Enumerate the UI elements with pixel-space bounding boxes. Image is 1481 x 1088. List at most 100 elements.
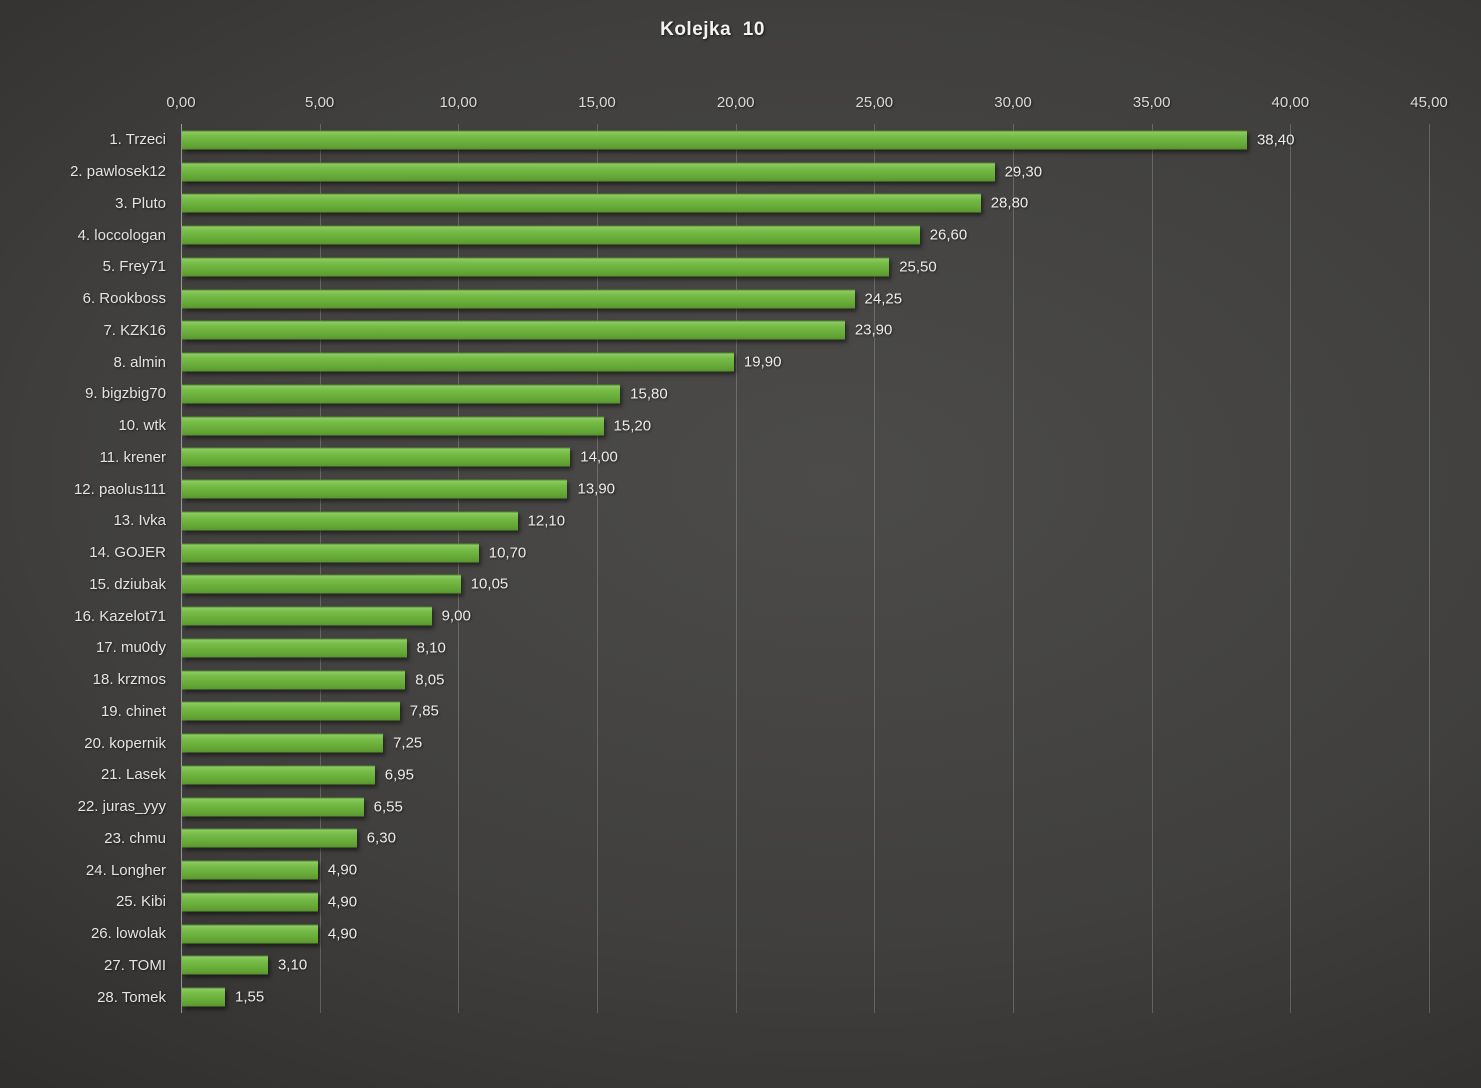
plot-area: 38,40 29,30 28,80 26,60 25,50 24,25 23,90 19,90… — [181, 124, 1430, 1013]
value-label: 10,70 — [488, 544, 527, 562]
category-label: 12. paolus111 — [73, 480, 166, 498]
x-tick-label: 0,00 — [166, 94, 196, 111]
category-label: 3. Pluto — [115, 194, 166, 212]
category-label: 24. Longher — [85, 861, 166, 879]
bar — [182, 765, 375, 785]
bar — [182, 320, 845, 340]
value-label: 28,80 — [990, 194, 1029, 212]
chart-row: 8,05 — [181, 664, 1429, 696]
bar — [182, 797, 364, 817]
chart-row: 25,50 — [181, 251, 1429, 283]
chart-row: 12,10 — [181, 505, 1429, 537]
gridline — [1429, 124, 1430, 1013]
category-label: 19. chinet — [100, 702, 166, 720]
chart-row: 10,05 — [181, 569, 1429, 601]
bar — [182, 543, 479, 563]
value-label: 4,90 — [327, 861, 358, 879]
chart-row: 7,85 — [181, 696, 1429, 728]
category-label: 18. krzmos — [92, 671, 166, 689]
category-label: 6. Rookboss — [82, 290, 166, 308]
value-label: 6,30 — [366, 829, 396, 847]
category-label: 21. Lasek — [100, 766, 166, 784]
bar — [182, 670, 406, 690]
chart-row: 15,20 — [181, 410, 1429, 442]
value-label: 8,10 — [416, 639, 446, 657]
bar — [182, 606, 432, 626]
chart-row: 8,10 — [181, 632, 1429, 664]
category-label: 20. kopernik — [84, 734, 166, 752]
bar — [182, 733, 384, 753]
bar — [182, 987, 225, 1007]
chart-row: 13,90 — [181, 473, 1429, 505]
bar — [182, 193, 981, 213]
bar — [182, 352, 734, 372]
gridline — [1013, 124, 1014, 1013]
gridline — [458, 124, 460, 1013]
bar — [182, 955, 268, 975]
category-label: 17. mu0dy — [95, 639, 166, 657]
category-label: 26. lowolak — [90, 925, 166, 943]
value-label: 26,60 — [929, 226, 968, 244]
value-label: 14,00 — [580, 448, 618, 466]
bar — [182, 289, 855, 309]
value-label: 9,00 — [441, 607, 471, 625]
gridline — [1151, 124, 1153, 1013]
chart-row: 29,30 — [181, 156, 1429, 188]
bar — [182, 225, 920, 245]
value-label: 7,85 — [409, 702, 439, 720]
value-label: 7,25 — [393, 734, 423, 752]
y-axis-line — [181, 124, 182, 1013]
bar — [182, 384, 621, 404]
bar — [182, 416, 604, 436]
bar — [182, 162, 995, 182]
value-label: 6,55 — [373, 798, 403, 816]
bar — [182, 511, 518, 531]
chart-row: 6,30 — [181, 823, 1429, 855]
category-label: 23. chmu — [104, 829, 166, 847]
gridline — [735, 124, 737, 1013]
value-label: 25,50 — [899, 258, 937, 276]
chart-title: Kolejka 10 — [660, 19, 765, 40]
value-label: 15,20 — [613, 417, 652, 435]
value-label: 3,10 — [277, 956, 308, 974]
gridline — [319, 124, 321, 1013]
gridline — [874, 124, 876, 1013]
category-label: 14. GOJER — [89, 544, 166, 562]
bar — [182, 447, 571, 467]
value-label: 8,05 — [415, 671, 445, 689]
category-label: 27. TOMI — [104, 956, 166, 974]
value-label: 23,90 — [854, 321, 893, 339]
chart-row: 4,90 — [181, 918, 1429, 950]
bar — [182, 860, 318, 880]
value-label: 4,90 — [327, 925, 358, 943]
chart-row: 23,90 — [181, 315, 1429, 347]
x-axis: 0,00 5,00 10,00 15,00 20,00 25,00 30,00 35,00 40… — [166, 94, 1447, 114]
category-label: 2. pawlosek12 — [70, 163, 166, 181]
value-label: 12,10 — [527, 512, 566, 530]
category-label: 22. juras_yyy — [77, 798, 166, 816]
chart-row: 9,00 — [181, 600, 1429, 632]
chart-row: 3,10 — [181, 950, 1429, 982]
category-label: 1. Trzeci — [109, 131, 166, 149]
value-label: 6,95 — [384, 766, 414, 784]
value-label: 38,40 — [1256, 131, 1295, 149]
category-label: 16. Kazelot71 — [74, 607, 166, 625]
value-label: 15,80 — [630, 385, 668, 403]
chart-row: 6,95 — [181, 759, 1429, 791]
chart-row: 7,25 — [181, 727, 1429, 759]
x-tick-label: 35,00 — [1132, 94, 1171, 111]
chart-row: 38,40 — [181, 124, 1429, 156]
category-label: 5. Frey71 — [102, 258, 166, 276]
value-label: 19,90 — [743, 353, 782, 371]
chart-row: 4,90 — [181, 854, 1429, 886]
value-label: 4,90 — [327, 893, 358, 911]
category-label: 7. KZK16 — [103, 321, 166, 339]
x-tick-label: 45,00 — [1410, 94, 1448, 111]
chart-row: 14,00 — [181, 442, 1429, 474]
chart-row: 26,60 — [181, 219, 1429, 251]
value-label: 1,55 — [234, 988, 265, 1006]
bar — [182, 257, 890, 277]
bar — [182, 638, 407, 658]
chart-row: 28,80 — [181, 188, 1429, 220]
chart-row: 4,90 — [181, 886, 1429, 918]
